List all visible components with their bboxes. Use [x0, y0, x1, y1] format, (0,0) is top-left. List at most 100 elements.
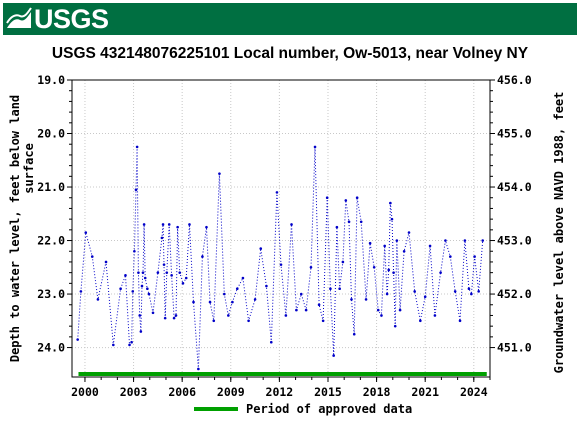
usgs-logo-text: USGS [34, 4, 109, 34]
data-point [364, 298, 368, 301]
legend: Period of approved data [194, 402, 412, 416]
data-point [241, 276, 245, 280]
tick-label-x: 2012 [266, 385, 294, 399]
data-point [304, 308, 308, 312]
data-point [439, 271, 442, 274]
data-point [131, 290, 135, 293]
data-point [317, 303, 321, 307]
data-point [253, 298, 257, 301]
data-point [96, 298, 100, 301]
data-point [481, 239, 485, 242]
data-point [380, 314, 383, 317]
data-point [128, 343, 131, 347]
data-point [352, 332, 356, 336]
data-point [178, 271, 182, 274]
data-point [413, 290, 416, 293]
data-point [104, 260, 108, 264]
data-point [275, 191, 279, 194]
data-point [321, 319, 325, 323]
data-point [201, 255, 204, 258]
tick-label-right: 452.0 [497, 287, 532, 301]
data-point [112, 343, 115, 347]
tick-label-right: 451.0 [497, 341, 532, 355]
data-point [142, 223, 146, 226]
data-point [350, 298, 353, 301]
data-point [139, 330, 143, 333]
data-point [398, 308, 402, 312]
tick-label-x: 2018 [363, 385, 391, 399]
data-point [385, 292, 389, 296]
y-axis-label-left-line2: surface [22, 143, 36, 194]
usgs-logo-icon [6, 7, 32, 28]
tick-label-left: 23.0 [37, 287, 65, 301]
left-y-axis: 19.0 20.0 21.0 22.0 23.0 24.0 [37, 73, 72, 355]
data-point [247, 319, 250, 323]
data-point [176, 225, 179, 229]
data-point [147, 292, 151, 296]
data-point [389, 201, 392, 205]
data-point [341, 260, 345, 264]
data-point [141, 271, 145, 274]
tick-label-x: 2009 [217, 385, 245, 399]
tick-label-right: 456.0 [497, 73, 532, 87]
tick-label-left: 24.0 [37, 341, 65, 355]
data-point [467, 287, 471, 291]
data-point [309, 265, 313, 269]
data-point [449, 255, 452, 258]
plot-frame [71, 79, 491, 378]
tick-label-x: 2021 [411, 385, 439, 399]
data-point [140, 284, 144, 288]
data-point [299, 292, 303, 296]
tick-label-left: 20.0 [37, 127, 65, 141]
data-point [231, 300, 234, 304]
data-point [473, 255, 476, 258]
tick-label-x: 2024 [460, 385, 488, 399]
data-point [135, 145, 139, 149]
data-point [76, 338, 79, 341]
data-point [387, 268, 391, 272]
data-point [390, 217, 394, 221]
data-point [269, 340, 273, 344]
data-point [395, 239, 399, 242]
data-point [134, 188, 138, 192]
right-y-axis: 456.0 455.0 454.0 453.0 452.0 451.0 [490, 73, 532, 355]
data-point [463, 239, 467, 242]
data-point [332, 354, 335, 357]
data-point [197, 367, 200, 371]
y-axis-label-left-line1: Depth to water level, feet below land [8, 95, 22, 362]
data-point [383, 244, 386, 248]
data-point [212, 319, 216, 323]
tick-label-x: 2000 [71, 385, 99, 399]
data-point [347, 220, 351, 224]
data-point [222, 292, 226, 296]
tick-label-left: 19.0 [37, 73, 65, 87]
data-point [265, 284, 268, 288]
data-point [284, 314, 288, 317]
data-point [372, 265, 376, 269]
data-point [329, 287, 332, 291]
data-point [453, 290, 457, 293]
data-point [174, 314, 178, 317]
tick-label-left: 22.0 [37, 234, 65, 248]
data-point [188, 223, 191, 226]
data-point [428, 244, 432, 248]
data-point [227, 314, 230, 317]
data-point [355, 196, 359, 200]
data-point [423, 295, 427, 299]
series-line [77, 146, 484, 370]
tick-label-right: 455.0 [497, 127, 532, 141]
data-point [192, 300, 195, 304]
tick-label-x: 2015 [314, 385, 342, 399]
data-point [376, 308, 380, 312]
data-point [419, 319, 422, 323]
data-point [392, 271, 395, 274]
data-point [325, 196, 329, 200]
data-point [259, 247, 263, 250]
data-point [393, 324, 397, 328]
tick-label-x: 2006 [168, 385, 196, 399]
data-point [133, 249, 136, 253]
tick-label-x: 2003 [120, 385, 148, 399]
data-point [407, 231, 411, 234]
data-point [295, 308, 298, 312]
chart-title: USGS 432148076225101 Local number, Ow-50… [52, 45, 529, 62]
